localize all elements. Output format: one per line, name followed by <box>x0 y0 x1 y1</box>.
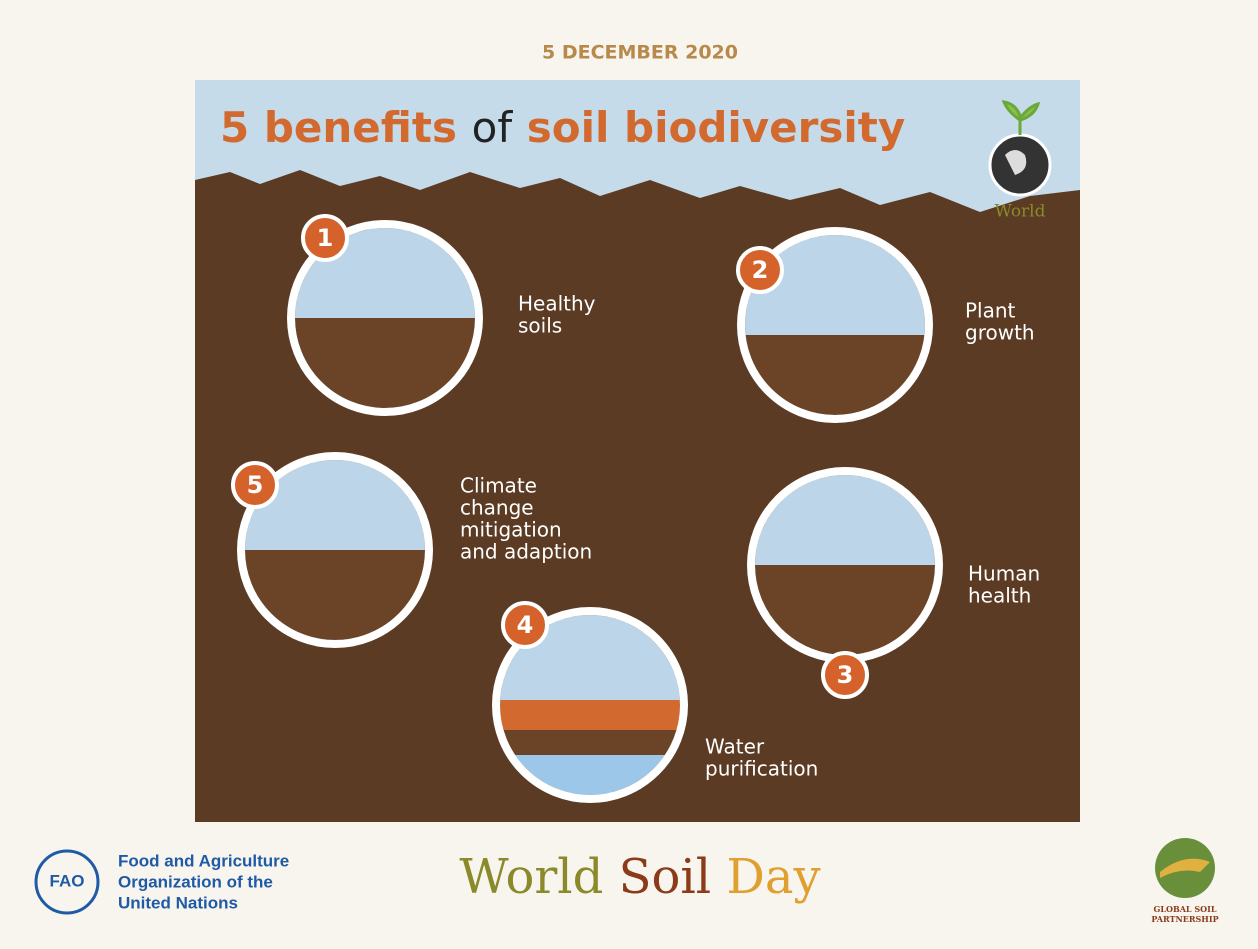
benefit-label: Plant <box>965 299 1016 323</box>
benefit-label: Healthy <box>518 292 596 316</box>
number: 4 <box>517 611 534 639</box>
benefit: 3 <box>747 467 943 699</box>
benefit-ring <box>737 227 933 423</box>
benefit-label: and adaption <box>460 540 592 564</box>
date: 5 DECEMBER 2020 <box>542 42 738 64</box>
wsd-part: Soil <box>619 849 711 905</box>
title-part: soil biodiversity <box>527 103 905 152</box>
number-badge <box>821 651 869 699</box>
fao-name: Food and Agriculture <box>118 851 289 870</box>
wsd-badge: World Soil Day <box>981 100 1060 246</box>
benefit-label: soils <box>518 314 562 338</box>
benefit-label: Human <box>968 562 1040 586</box>
benefit-ring <box>287 220 483 416</box>
benefit: 2 <box>736 227 933 423</box>
fao-name: United Nations <box>118 893 238 912</box>
benefit-label: Climate <box>460 474 537 498</box>
badge-text: Soil Day <box>981 226 1060 246</box>
benefit: 1 <box>287 214 483 416</box>
badge-text: World <box>995 202 1046 222</box>
benefit-label: change <box>460 496 534 520</box>
benefit-ring <box>492 607 688 803</box>
number-badge <box>231 461 279 509</box>
gsp-text: PARTNERSHIP <box>1151 914 1218 924</box>
wsd-logo: World Soil Day <box>459 849 820 905</box>
fao-name: Organization of the <box>118 872 273 891</box>
number-badge <box>736 246 784 294</box>
number: 1 <box>317 224 334 252</box>
gsp-logo: GLOBAL SOIL PARTNERSHIP <box>1151 838 1219 924</box>
wsd-part: World <box>459 849 603 905</box>
benefit-label: growth <box>965 321 1035 345</box>
benefit: 5 <box>231 452 433 648</box>
title-part: 5 benefits <box>220 103 457 152</box>
number-badge <box>501 601 549 649</box>
number: 2 <box>752 256 769 284</box>
number: 5 <box>247 471 264 499</box>
benefit: 4 <box>492 601 688 803</box>
fao-logo: FAO <box>34 849 100 915</box>
benefit-label: Water <box>705 735 765 759</box>
scene-layer <box>500 700 680 730</box>
benefit-label: health <box>968 584 1031 608</box>
benefit-label: mitigation <box>460 518 562 542</box>
fao-logo-text: FAO <box>50 871 85 890</box>
number: 3 <box>837 661 854 689</box>
benefit-ring <box>237 452 433 648</box>
title-part: of <box>472 103 514 152</box>
wsd-part: Day <box>726 849 820 905</box>
title: 5 benefits of soil biodiversity <box>220 103 905 152</box>
number-badge <box>301 214 349 262</box>
benefit-label: purification <box>705 757 818 781</box>
gsp-text: GLOBAL SOIL <box>1154 904 1217 914</box>
benefit-scene <box>755 475 935 655</box>
